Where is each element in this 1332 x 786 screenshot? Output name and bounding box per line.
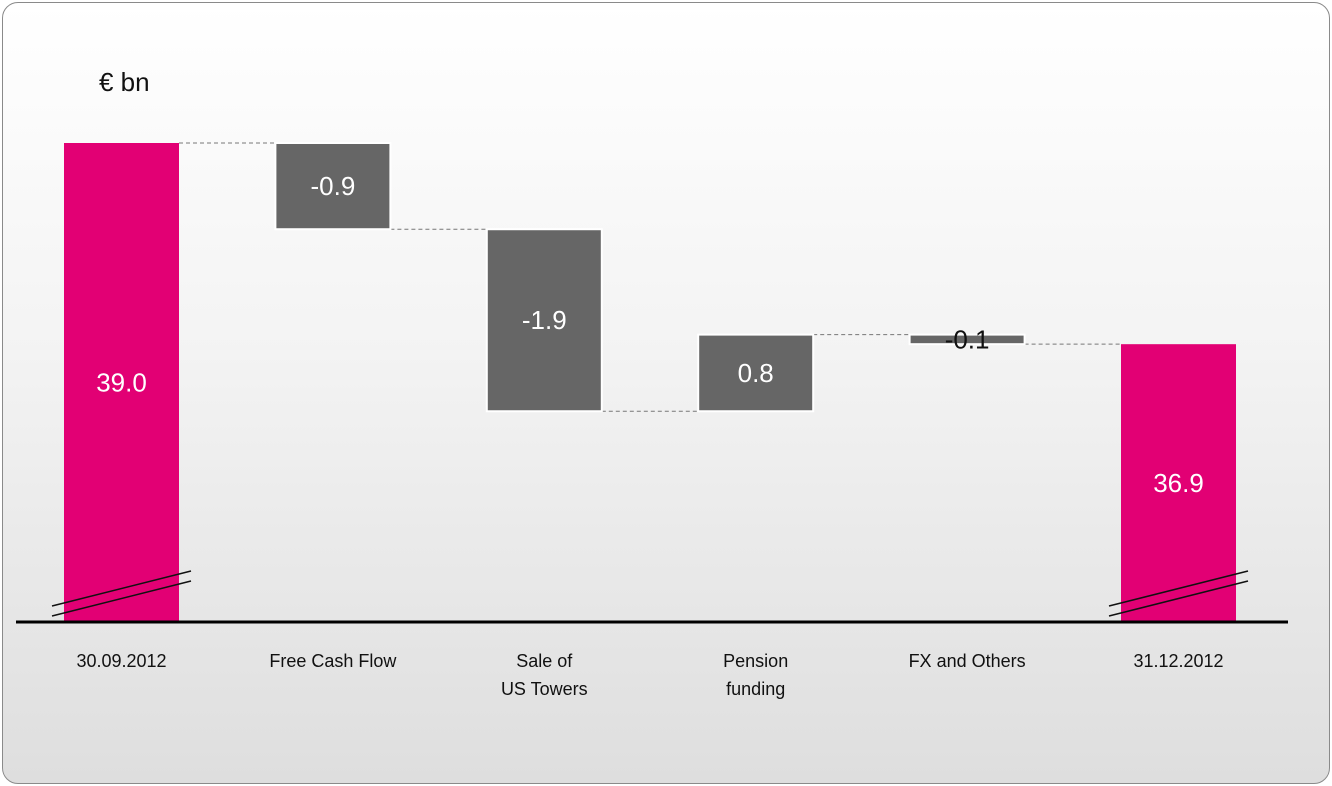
category-label: 31.12.2012 [1133,651,1223,671]
data-label: -0.9 [310,171,355,201]
bar [1121,344,1236,622]
category-label: Sale of [516,651,573,671]
data-label: -1.9 [522,305,567,335]
bar [64,143,179,622]
category-label: Pension [723,651,788,671]
bar [485,228,603,413]
data-label: 36.9 [1153,468,1204,498]
data-label: 39.0 [96,368,147,398]
bar [274,142,392,231]
bar [908,333,1026,346]
category-label: FX and Others [909,651,1026,671]
category-label: 30.09.2012 [76,651,166,671]
data-label: -0.1 [945,324,990,354]
category-label: Free Cash Flow [269,651,397,671]
axis-break-mark [51,570,192,607]
category-label: US Towers [501,679,588,699]
unit-label: € bn [99,67,150,97]
axis-break-mark [1108,580,1249,617]
bar [697,333,815,413]
axis-break-mark [51,580,192,617]
category-label: funding [726,679,785,699]
axis-break-mark [1108,570,1249,607]
data-label: 0.8 [738,358,774,388]
